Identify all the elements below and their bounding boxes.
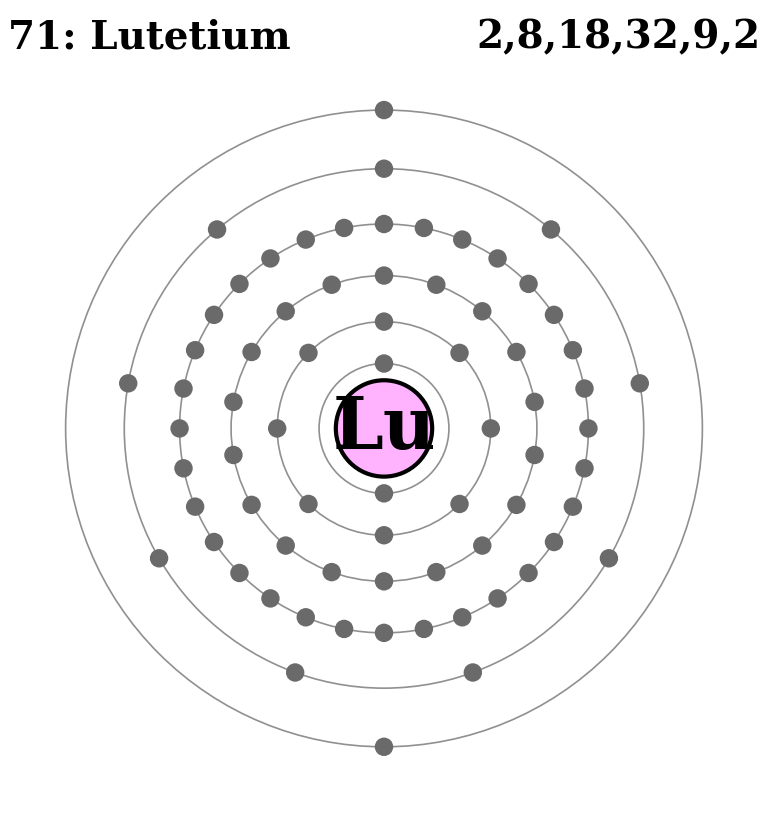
Circle shape	[230, 563, 249, 582]
Circle shape	[224, 446, 243, 464]
Circle shape	[119, 375, 137, 393]
Circle shape	[150, 549, 168, 568]
Circle shape	[415, 619, 433, 638]
Circle shape	[507, 496, 525, 514]
Circle shape	[205, 306, 223, 324]
Circle shape	[488, 249, 507, 268]
Circle shape	[375, 484, 393, 502]
Circle shape	[170, 419, 189, 438]
Circle shape	[375, 101, 393, 120]
Text: 71: Lutetium: 71: Lutetium	[8, 18, 290, 56]
Circle shape	[482, 419, 500, 438]
Circle shape	[286, 663, 304, 681]
Circle shape	[473, 302, 492, 320]
Circle shape	[375, 526, 393, 544]
Circle shape	[631, 375, 649, 393]
Circle shape	[564, 497, 582, 516]
Circle shape	[335, 619, 353, 638]
Circle shape	[464, 663, 482, 681]
Circle shape	[300, 344, 318, 362]
Circle shape	[575, 459, 594, 477]
Circle shape	[507, 343, 525, 361]
Circle shape	[525, 393, 544, 411]
Circle shape	[525, 446, 544, 464]
Circle shape	[186, 341, 204, 359]
Circle shape	[427, 563, 445, 581]
Circle shape	[300, 495, 318, 513]
Circle shape	[261, 589, 280, 608]
Circle shape	[541, 220, 560, 239]
Circle shape	[336, 380, 432, 477]
Circle shape	[296, 231, 315, 249]
Circle shape	[276, 302, 295, 320]
Circle shape	[375, 215, 393, 233]
Circle shape	[375, 354, 393, 373]
Circle shape	[473, 537, 492, 555]
Circle shape	[268, 419, 286, 438]
Circle shape	[375, 160, 393, 178]
Circle shape	[450, 495, 468, 513]
Circle shape	[243, 496, 261, 514]
Circle shape	[450, 344, 468, 362]
Circle shape	[600, 549, 618, 568]
Circle shape	[575, 380, 594, 398]
Circle shape	[519, 275, 538, 293]
Text: 2,8,18,32,9,2: 2,8,18,32,9,2	[476, 18, 760, 56]
Circle shape	[453, 608, 472, 626]
Circle shape	[174, 459, 193, 477]
Circle shape	[230, 275, 249, 293]
Circle shape	[243, 343, 261, 361]
Circle shape	[427, 276, 445, 294]
Circle shape	[375, 737, 393, 756]
Circle shape	[375, 313, 393, 331]
Circle shape	[174, 380, 193, 398]
Circle shape	[224, 393, 243, 411]
Circle shape	[415, 219, 433, 237]
Circle shape	[261, 249, 280, 268]
Circle shape	[335, 219, 353, 237]
Circle shape	[488, 589, 507, 608]
Circle shape	[545, 533, 563, 551]
Circle shape	[296, 608, 315, 626]
Circle shape	[323, 276, 341, 294]
Circle shape	[545, 306, 563, 324]
Circle shape	[375, 572, 393, 590]
Circle shape	[453, 231, 472, 249]
Circle shape	[208, 220, 227, 239]
Circle shape	[519, 563, 538, 582]
Circle shape	[375, 624, 393, 642]
Circle shape	[564, 341, 582, 359]
Circle shape	[205, 533, 223, 551]
Circle shape	[579, 419, 598, 438]
Circle shape	[375, 267, 393, 285]
Text: Lu: Lu	[333, 393, 435, 464]
Circle shape	[323, 563, 341, 581]
Circle shape	[186, 497, 204, 516]
Circle shape	[276, 537, 295, 555]
